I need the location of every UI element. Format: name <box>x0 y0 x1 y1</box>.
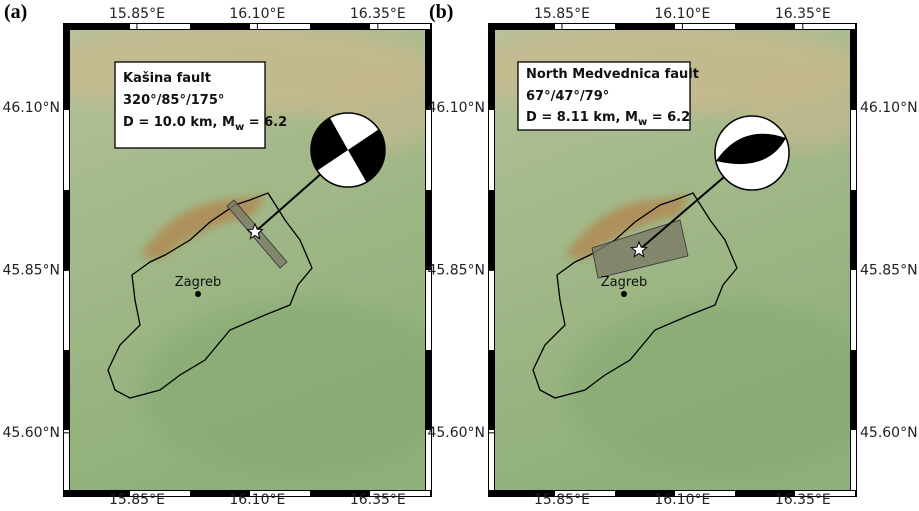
depth-text: D = 8.11 km, M <box>526 110 638 125</box>
lowland <box>565 300 885 480</box>
frame-seg <box>426 270 431 350</box>
panel-label: (b) <box>429 1 453 23</box>
lon-label-bottom: 15.85°E <box>109 492 165 508</box>
frame-seg <box>64 270 69 350</box>
mag-value: = 6.2 <box>647 110 690 125</box>
lat-label-left: 45.85°N <box>427 262 485 278</box>
fault-angles: 67°/47°/79° <box>526 89 609 104</box>
lon-label-bottom: 16.10°E <box>229 492 285 508</box>
frame-seg <box>489 270 494 350</box>
city-name: Zagreb <box>601 275 647 290</box>
lat-label-left: 45.60°N <box>2 425 60 441</box>
lon-label-bottom: 16.10°E <box>654 492 710 508</box>
lon-label-bottom: 16.35°E <box>350 492 406 508</box>
frame-seg <box>426 110 431 190</box>
lon-label-top: 16.10°E <box>654 6 710 22</box>
lon-label-top: 16.10°E <box>229 6 285 22</box>
lat-label-left: 46.10°N <box>427 100 485 116</box>
frame-seg <box>250 24 310 29</box>
frame-seg <box>795 24 855 29</box>
figure: 15.85°E 15.85°E 16.10°E 16.10°E 16.35°E 16.35… <box>0 0 919 511</box>
city-name: Zagreb <box>175 275 221 290</box>
lon-label-top: 16.35°E <box>350 6 406 22</box>
frame-seg <box>489 430 494 490</box>
frame-seg <box>851 430 856 490</box>
mag-subscript: w <box>638 117 647 128</box>
mag-value: = 6.2 <box>244 115 287 130</box>
lon-label-bottom: 16.35°E <box>775 492 831 508</box>
lat-label-left: 45.85°N <box>2 262 60 278</box>
frame-seg <box>64 430 69 490</box>
fault-name: North Medvednica fault <box>526 67 699 82</box>
lat-label-right: 45.60°N <box>860 425 918 441</box>
depth-text: D = 10.0 km, M <box>123 115 235 130</box>
frame-seg <box>851 110 856 190</box>
city-dot <box>195 291 201 297</box>
lat-label-left: 46.10°N <box>2 100 60 116</box>
lon-label-top: 15.85°E <box>534 6 590 22</box>
map-panel: 15.85°E 15.85°E 16.10°E 16.10°E 16.35°E 16.35… <box>2 1 460 508</box>
lowland <box>140 300 460 480</box>
fault-angles: 320°/85°/175° <box>123 93 224 108</box>
frame-seg <box>489 110 494 190</box>
lon-label-top: 15.85°E <box>109 6 165 22</box>
lat-label-left: 45.60°N <box>427 425 485 441</box>
lat-label-right: 46.10°N <box>860 100 918 116</box>
frame-seg <box>675 24 735 29</box>
lat-label-right: 45.85°N <box>860 262 918 278</box>
frame-seg <box>851 270 856 350</box>
frame-seg <box>64 110 69 190</box>
frame-seg <box>130 24 190 29</box>
frame-seg <box>555 24 615 29</box>
frame-seg <box>370 24 430 29</box>
map-panel: 15.85°E 15.85°E 16.10°E 16.10°E 16.35°E 16.35… <box>427 1 917 508</box>
mag-subscript: w <box>235 122 244 133</box>
lon-label-top: 16.35°E <box>775 6 831 22</box>
city-dot <box>621 291 627 297</box>
fault-name: Kašina fault <box>123 71 211 86</box>
panel-label: (a) <box>4 1 27 23</box>
lon-label-bottom: 15.85°E <box>534 492 590 508</box>
